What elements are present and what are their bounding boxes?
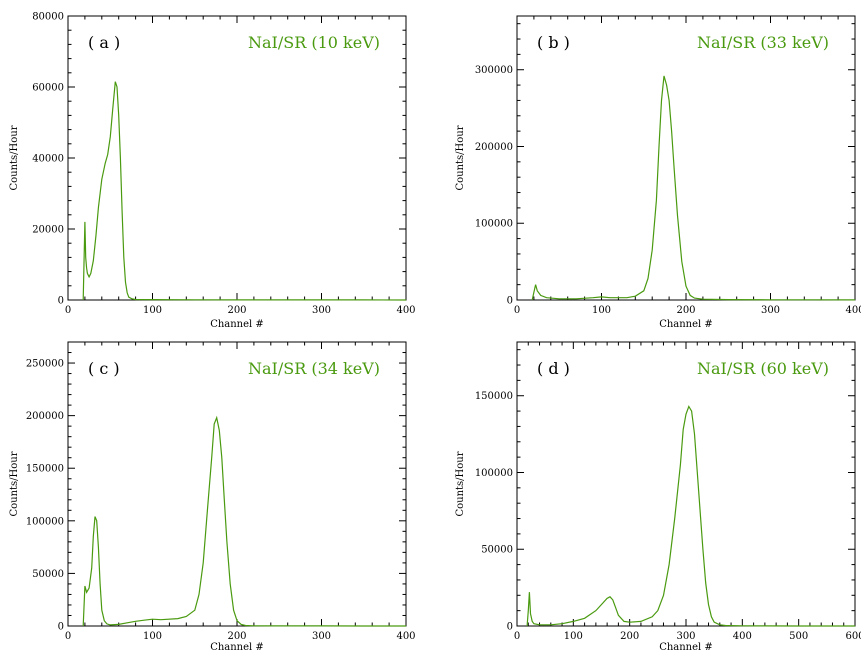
x-tick-label: 200: [620, 631, 639, 642]
x-tick-label: 0: [65, 631, 71, 642]
x-tick-label: 300: [676, 631, 695, 642]
y-tick-label: 100000: [475, 219, 513, 230]
x-tick-label: 600: [845, 631, 861, 642]
y-tick-label: 100000: [475, 468, 513, 479]
panel-label: ( c ): [88, 359, 120, 378]
y-axis-label: Counts/Hour: [455, 125, 466, 190]
y-tick-label: 200000: [475, 142, 513, 153]
x-axis-label: Channel #: [659, 642, 713, 651]
axis-ticks: 0 100 200 300 400 0 20000 40000 60000 80000: [32, 12, 415, 317]
panel-a: 0 100 200 300 400 0 20000 40000 60000 80000 ( a )…: [9, 12, 416, 331]
x-tick-label: 400: [845, 305, 861, 316]
y-tick-label: 100000: [26, 516, 64, 527]
y-tick-label: 0: [507, 296, 513, 307]
panel-label: ( a ): [88, 33, 120, 52]
plot-frame: [68, 16, 406, 300]
y-axis-label: Counts/Hour: [9, 451, 20, 516]
plot-frame: [68, 342, 406, 626]
series-line: [527, 407, 855, 627]
series-line: [83, 82, 406, 300]
x-tick-label: 200: [676, 305, 695, 316]
y-tick-label: 60000: [32, 83, 64, 94]
chart-title: NaI/SR (60 keV): [697, 359, 829, 378]
y-axis-label: Counts/Hour: [455, 451, 466, 516]
x-tick-label: 100: [592, 305, 611, 316]
x-axis-label: Channel #: [210, 642, 264, 651]
panel-c: 0 100 200 300 400 0 50000 100000 150000 200000 250…: [9, 342, 416, 651]
x-tick-label: 0: [514, 631, 520, 642]
y-tick-label: 200000: [26, 411, 64, 422]
panel-b: 0 100 200 300 400 0 100000 200000 300000 ( b ) N…: [455, 16, 861, 330]
plot-frame: [517, 16, 855, 300]
y-tick-label: 40000: [32, 154, 64, 165]
y-axis-label: Counts/Hour: [9, 125, 20, 190]
series-line: [532, 76, 855, 300]
x-tick-label: 100: [564, 631, 583, 642]
x-tick-label: 400: [396, 631, 415, 642]
y-tick-label: 0: [58, 622, 64, 633]
x-tick-label: 0: [65, 305, 71, 316]
y-tick-label: 300000: [475, 65, 513, 76]
y-tick-label: 150000: [475, 391, 513, 402]
x-tick-label: 100: [143, 305, 162, 316]
y-tick-label: 50000: [481, 545, 513, 556]
series-line: [83, 418, 406, 626]
x-axis-label: Channel #: [210, 319, 264, 330]
x-tick-label: 400: [396, 305, 415, 316]
plot-frame: [517, 342, 855, 626]
y-tick-label: 50000: [32, 569, 64, 580]
x-tick-label: 100: [143, 631, 162, 642]
panel-d: 0 100 200 300 400 500 600 0 50000 100000 150000 ( …: [455, 342, 861, 651]
y-tick-label: 80000: [32, 12, 64, 23]
x-tick-label: 500: [789, 631, 808, 642]
axis-ticks: 0 100 200 300 400 500 600 0 50000 100000 150000: [475, 342, 861, 642]
y-tick-label: 150000: [26, 464, 64, 475]
x-tick-label: 0: [514, 305, 520, 316]
y-tick-label: 20000: [32, 225, 64, 236]
x-tick-label: 200: [227, 631, 246, 642]
x-tick-label: 300: [312, 631, 331, 642]
x-tick-label: 300: [312, 305, 331, 316]
chart-title: NaI/SR (34 keV): [248, 359, 380, 378]
panel-label: ( d ): [537, 359, 570, 378]
axis-ticks: 0 100 200 300 400 0 100000 200000 300000: [475, 16, 861, 316]
x-tick-label: 200: [227, 305, 246, 316]
y-tick-label: 250000: [26, 359, 64, 370]
x-axis-label: Channel #: [659, 319, 713, 330]
y-tick-label: 0: [507, 622, 513, 633]
chart-title: NaI/SR (10 keV): [248, 33, 380, 52]
panel-label: ( b ): [537, 33, 570, 52]
x-tick-label: 300: [761, 305, 780, 316]
chart-title: NaI/SR (33 keV): [697, 33, 829, 52]
x-tick-label: 400: [733, 631, 752, 642]
y-tick-label: 0: [58, 296, 64, 307]
